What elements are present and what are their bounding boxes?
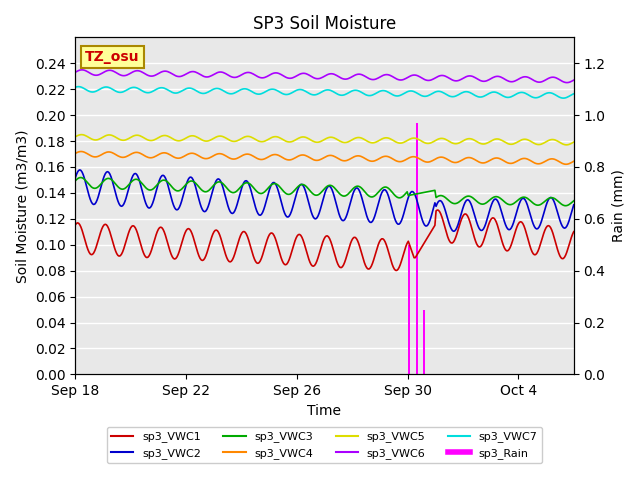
Y-axis label: Soil Moisture (m3/m3): Soil Moisture (m3/m3): [15, 129, 29, 283]
Bar: [417, 123, 419, 374]
Bar: [416, 123, 417, 374]
Legend: sp3_VWC1, sp3_VWC2, sp3_VWC3, sp3_VWC4, sp3_VWC5, sp3_VWC6, sp3_VWC7, sp3_Rain: sp3_VWC1, sp3_VWC2, sp3_VWC3, sp3_VWC4, …: [107, 427, 542, 463]
Text: TZ_osu: TZ_osu: [85, 50, 140, 64]
Y-axis label: Rain (mm): Rain (mm): [611, 169, 625, 242]
Bar: [409, 245, 410, 374]
Bar: [424, 310, 425, 374]
Title: SP3 Soil Moisture: SP3 Soil Moisture: [253, 15, 396, 33]
Bar: [408, 245, 409, 374]
Bar: [422, 310, 424, 374]
X-axis label: Time: Time: [307, 404, 341, 418]
